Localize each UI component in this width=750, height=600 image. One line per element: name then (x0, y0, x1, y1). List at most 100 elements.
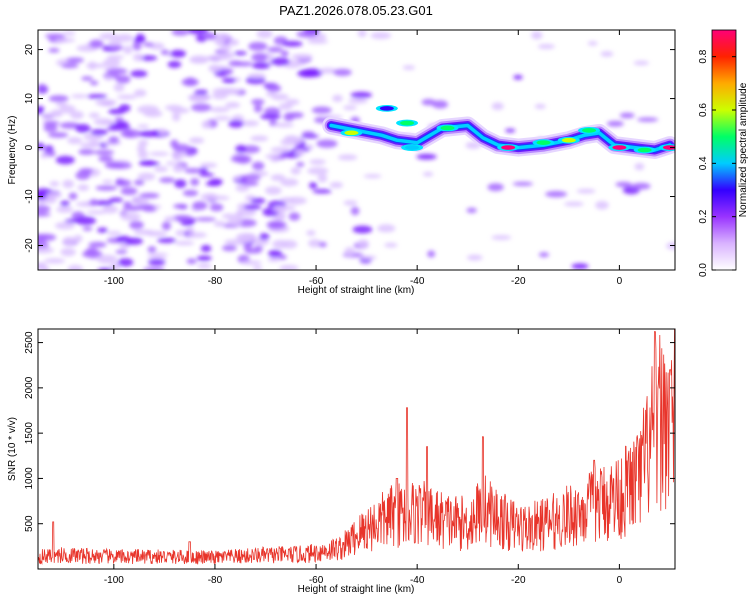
spectrogram-noise-cell (241, 145, 261, 154)
spectrogram-noise-cell (564, 201, 584, 207)
spectrogram-noise-cell (115, 33, 134, 43)
spectrogram-noise-cell (190, 178, 200, 186)
spectrogram-noise-cell (250, 197, 266, 204)
spectrogram-noise-cell (130, 70, 148, 78)
spectrogram-noise-cell (86, 210, 107, 215)
spectrogram-noise-cell (99, 32, 119, 40)
spectrogram-noise-cell (97, 227, 108, 233)
spectrogram-noise-cell (78, 167, 94, 175)
spectrogram-noise-cell (48, 95, 69, 102)
spectrogram-noise-cell (235, 144, 247, 154)
spectrogram-noise-cell (248, 41, 268, 51)
spectrogram-noise-cell (38, 142, 45, 150)
snr-y-label: SNR (10 * v/v) (7, 417, 18, 481)
spectrogram-noise-cell (147, 259, 166, 266)
spectrogram-noise-cell (317, 173, 328, 183)
spectrogram-noise-cell (173, 203, 187, 209)
spectrogram-noise-cell (171, 150, 190, 158)
colorbar: 0.0 0.2 0.4 0.6 0.8 Normalized spectral ampl… (698, 29, 749, 277)
spectrogram-noise-cell (38, 105, 45, 112)
spectrogram-noise-cell (251, 98, 265, 106)
spectrogram-noise-cell (60, 200, 70, 207)
spectrogram-noise-cell (633, 60, 650, 66)
spectrogram-x-tick-label: 0 (617, 276, 623, 287)
spectrogram-noise-cell (606, 120, 624, 127)
spectrogram-noise-cell (537, 43, 555, 50)
spectrogram-noise-cell (538, 252, 550, 258)
spectrogram-noise-cell (209, 106, 230, 113)
spectrogram-noise-cell (38, 83, 47, 91)
spectrogram-noise-cell (270, 174, 286, 182)
spectrogram-noise-cell (90, 128, 108, 136)
snr-y-tick-label: 1000 (24, 467, 35, 490)
spectrogram-noise-cell (466, 254, 483, 261)
spectrogram-noise-cell (296, 30, 318, 38)
spectrogram-noise-cell (241, 260, 262, 265)
spectrogram-noise-cell (172, 112, 181, 122)
spectrogram-noise-cell (264, 107, 281, 116)
spectrogram-noise-cell (133, 89, 147, 97)
spectrogram-noise-cell (319, 67, 337, 74)
spectrogram-noise-cell (70, 110, 84, 120)
spectrogram-noise-cell (102, 205, 119, 214)
spectrogram-noise-cell (186, 226, 195, 233)
spectrogram-x-ticks: -100 -80 -60 -40 -20 0 (104, 30, 623, 287)
spectrogram-noise-cell (637, 117, 659, 122)
spectrogram-noise-cell (187, 30, 209, 35)
colorbar-tick-label: 0.6 (698, 103, 709, 117)
spectrogram-noise-cell (264, 186, 282, 195)
spectrogram-noise-cell (600, 51, 614, 57)
spectrogram-noise-cell (40, 153, 49, 159)
spectrogram-noise-cell (159, 177, 176, 183)
spectrogram-noise-cell (48, 132, 69, 138)
spectrogram-noise-cell (133, 37, 146, 43)
spectrogram-noise-cell (348, 98, 368, 104)
spectrogram-noise-cell (55, 101, 68, 107)
spectrogram-noise-cell (117, 94, 137, 100)
spectrogram-noise-cell (634, 163, 645, 171)
spectrogram-noise-cell (309, 159, 326, 165)
spectrogram-noise-cell (267, 46, 283, 53)
spectrogram-noise-cell (363, 174, 382, 179)
spectrogram-noise-cell (115, 249, 128, 254)
spectrogram-noise-cell (120, 212, 141, 222)
spectrogram-noise-cell (234, 210, 244, 220)
spectrogram-noise-cell (122, 205, 143, 211)
spectrogram-x-tick-label: -20 (511, 276, 526, 287)
spectrogram-hotspot (400, 120, 415, 126)
spectrogram-noise-cell (200, 244, 212, 253)
spectrogram-y-label: Frequency (Hz) (7, 116, 18, 185)
spectrogram-noise-cell (115, 179, 132, 187)
snr-x-tick-label: -60 (309, 575, 324, 586)
spectrogram-noise-cell (62, 179, 75, 189)
spectrogram-noise-cell (194, 89, 209, 95)
spectrogram-noise-cell (228, 120, 244, 128)
spectrogram-hotspot (379, 106, 394, 111)
snr-y-tick-label: 2500 (24, 331, 35, 354)
spectrogram-noise-cell (75, 123, 91, 133)
spectrogram-noise-cell (38, 247, 55, 254)
spectrogram-noise-cell (75, 216, 97, 226)
spectrogram-noise-cell (120, 187, 138, 196)
spectrogram-noise-cell (137, 124, 150, 129)
snr-x-tick-label: -40 (410, 575, 425, 586)
spectrogram-noise-cell (288, 212, 301, 221)
spectrogram-y-ticks: -20 -10 0 10 20 (24, 44, 675, 253)
spectrogram-noise-cell (312, 189, 332, 194)
spectrogram-noise-cell (422, 171, 434, 177)
spectrogram-noise-cell (343, 105, 357, 111)
spectrogram-noise-cell (213, 116, 232, 121)
spectrogram-noise-cell (269, 221, 282, 228)
spectrogram-noise-cell (113, 83, 125, 92)
spectrogram-noise-cell (82, 250, 103, 259)
figure-title: PAZ1.2026.078.05.23.G01 (279, 3, 433, 18)
spectrogram-noise-cell (199, 162, 218, 169)
spectrogram-noise-cell (104, 76, 114, 81)
spectrogram-noise-cell (352, 225, 373, 234)
snr-x-tick-label: 0 (617, 575, 623, 586)
spectrogram-noise-cell (139, 192, 160, 199)
spectrogram-noise-cell (259, 233, 270, 241)
spectrogram-noise-cell (350, 91, 373, 99)
spectrogram-noise-cell (224, 239, 245, 246)
spectrogram-noise-cell (545, 190, 568, 198)
